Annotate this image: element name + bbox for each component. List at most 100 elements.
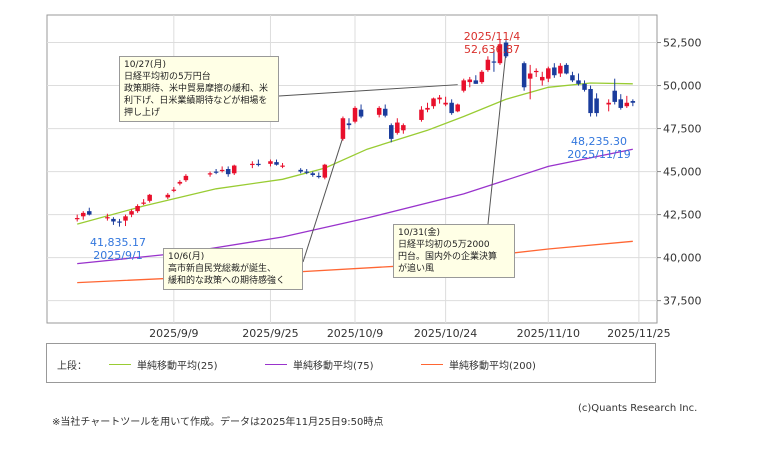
candle-body [141, 202, 146, 204]
candle-body [135, 205, 140, 212]
ma-line-0 [77, 82, 633, 225]
annotation-line: 政策期待、米中貿易摩擦の緩和、米 [124, 84, 269, 94]
candle-body [111, 218, 116, 222]
legend-swatch-ma200 [421, 364, 443, 365]
candle-body [449, 102, 454, 114]
candle-body [497, 44, 503, 64]
annotation-line: が追い風 [398, 264, 435, 274]
candle-body [612, 90, 617, 102]
low-left-date-label: 2025/9/1 [93, 249, 142, 262]
candle-body [431, 98, 436, 107]
candle-body [304, 171, 309, 173]
footnote: ※当社チャートツールを用いて作成。データは2025年11月25日9:50時点 [52, 417, 384, 428]
candle-body [395, 122, 400, 133]
candle-body [606, 102, 611, 105]
candle-body [533, 70, 539, 73]
annotation-line: 押し上げ [124, 108, 161, 118]
candle-body [467, 79, 473, 83]
candle-body [105, 217, 110, 219]
candle-body [274, 162, 279, 165]
candle-body [461, 80, 466, 91]
low-left-value-label: 41,835.17 [90, 236, 146, 249]
legend-item-ma200: 単純移動平均(200) [421, 357, 536, 372]
leader-oct31 [487, 51, 507, 225]
candle-body [376, 107, 382, 115]
candle-body [129, 211, 134, 215]
annotation-oct31: 10/31(金) 日経平均初の5万2000 円台。国内外の企業決算 が追い風 [393, 224, 515, 278]
legend-item-ma75: 単純移動平均(75) [265, 357, 374, 372]
candle-body [219, 169, 225, 172]
candle-body [618, 99, 624, 108]
annotation-oct27: 10/27(月) 日経平均初の5万円台 政策期待、米中貿易摩擦の緩和、米 利下げ… [119, 56, 279, 122]
candle-body [382, 108, 388, 116]
candle-body [588, 88, 593, 114]
candle-body [401, 125, 406, 131]
annotation-leader-lines [278, 51, 507, 263]
grid-lines [47, 15, 661, 323]
candle-body [479, 71, 485, 83]
candle-body [594, 98, 599, 114]
candle-body [165, 194, 171, 198]
candle-body [389, 125, 394, 139]
annotation-line: 日経平均初の5万円台 [124, 72, 211, 82]
legend-text-ma200: 単純移動平均(200) [449, 361, 536, 372]
annotation-line: 日経平均初の5万2000 [398, 240, 490, 250]
y-tick-label: 45,000 [663, 166, 702, 179]
candle-body [546, 68, 551, 79]
candle-body [443, 102, 448, 105]
legend-swatch-ma25 [109, 364, 131, 365]
annotation-line: 10/27(月) [124, 60, 166, 70]
candle-body [280, 165, 285, 167]
low-right-date-label: 2025/11/19 [567, 148, 630, 161]
candle-body [183, 175, 189, 181]
y-tick-label: 40,000 [663, 252, 702, 265]
legend-label: 上段： [57, 361, 87, 372]
candle-body [250, 163, 255, 166]
candle-body [346, 123, 352, 126]
candle-body [558, 65, 563, 74]
candle-body [87, 211, 92, 215]
annotation-line: 10/6(月) [168, 252, 205, 262]
annotation-line: 円台。国内外の企業決算 [398, 252, 498, 262]
candle-body [147, 194, 152, 201]
y-tick-label: 52,500 [663, 37, 702, 50]
y-tick-label: 37,500 [663, 295, 702, 308]
candle-body [74, 218, 80, 220]
candle-body [231, 165, 237, 174]
candle-body [358, 109, 364, 117]
x-tick-label: 2025/11/25 [607, 327, 670, 340]
y-axis-tick-labels: 37,500 40,000 42,500 45,000 47,500 50,000 52,5… [663, 37, 702, 308]
y-tick-label: 47,500 [663, 123, 702, 136]
candle-body [207, 173, 213, 175]
candle-body [268, 161, 273, 164]
x-tick-label: 2025/10/24 [414, 327, 477, 340]
candle-body [503, 42, 509, 57]
leader-oct27 [278, 84, 458, 97]
annotation-line: 高市新自民党総裁が誕生、 [168, 264, 277, 274]
candle-body [630, 101, 636, 103]
candle-body [352, 107, 358, 122]
candle-body [425, 107, 430, 110]
annotation-line: 10/31(金) [398, 228, 440, 238]
x-tick-label: 2025/9/9 [149, 327, 198, 340]
annotation-line: 緩和的な政策への期待感強く [168, 276, 286, 286]
x-tick-label: 2025/11/10 [517, 327, 580, 340]
leader-oct6 [302, 137, 344, 263]
candle-body [485, 59, 491, 71]
candle-body [455, 104, 460, 112]
x-tick-label: 2025/10/9 [327, 327, 383, 340]
candle-body [256, 163, 261, 166]
candle-body [171, 189, 177, 191]
y-tick-label: 42,500 [663, 209, 702, 222]
candle-body [437, 97, 442, 100]
x-tick-label: 2025/9/25 [242, 327, 298, 340]
candle-body [340, 118, 346, 139]
candle-body [316, 175, 322, 178]
high-date-label: 2025/11/4 [464, 30, 520, 43]
candle-body [177, 181, 183, 184]
annotation-oct6: 10/6(月) 高市新自民党総裁が誕生、 緩和的な政策への期待感強く [163, 248, 303, 290]
legend-item-ma25: 単純移動平均(25) [109, 357, 218, 372]
candle-body [117, 221, 122, 223]
legend-text-ma25: 単純移動平均(25) [137, 361, 218, 372]
